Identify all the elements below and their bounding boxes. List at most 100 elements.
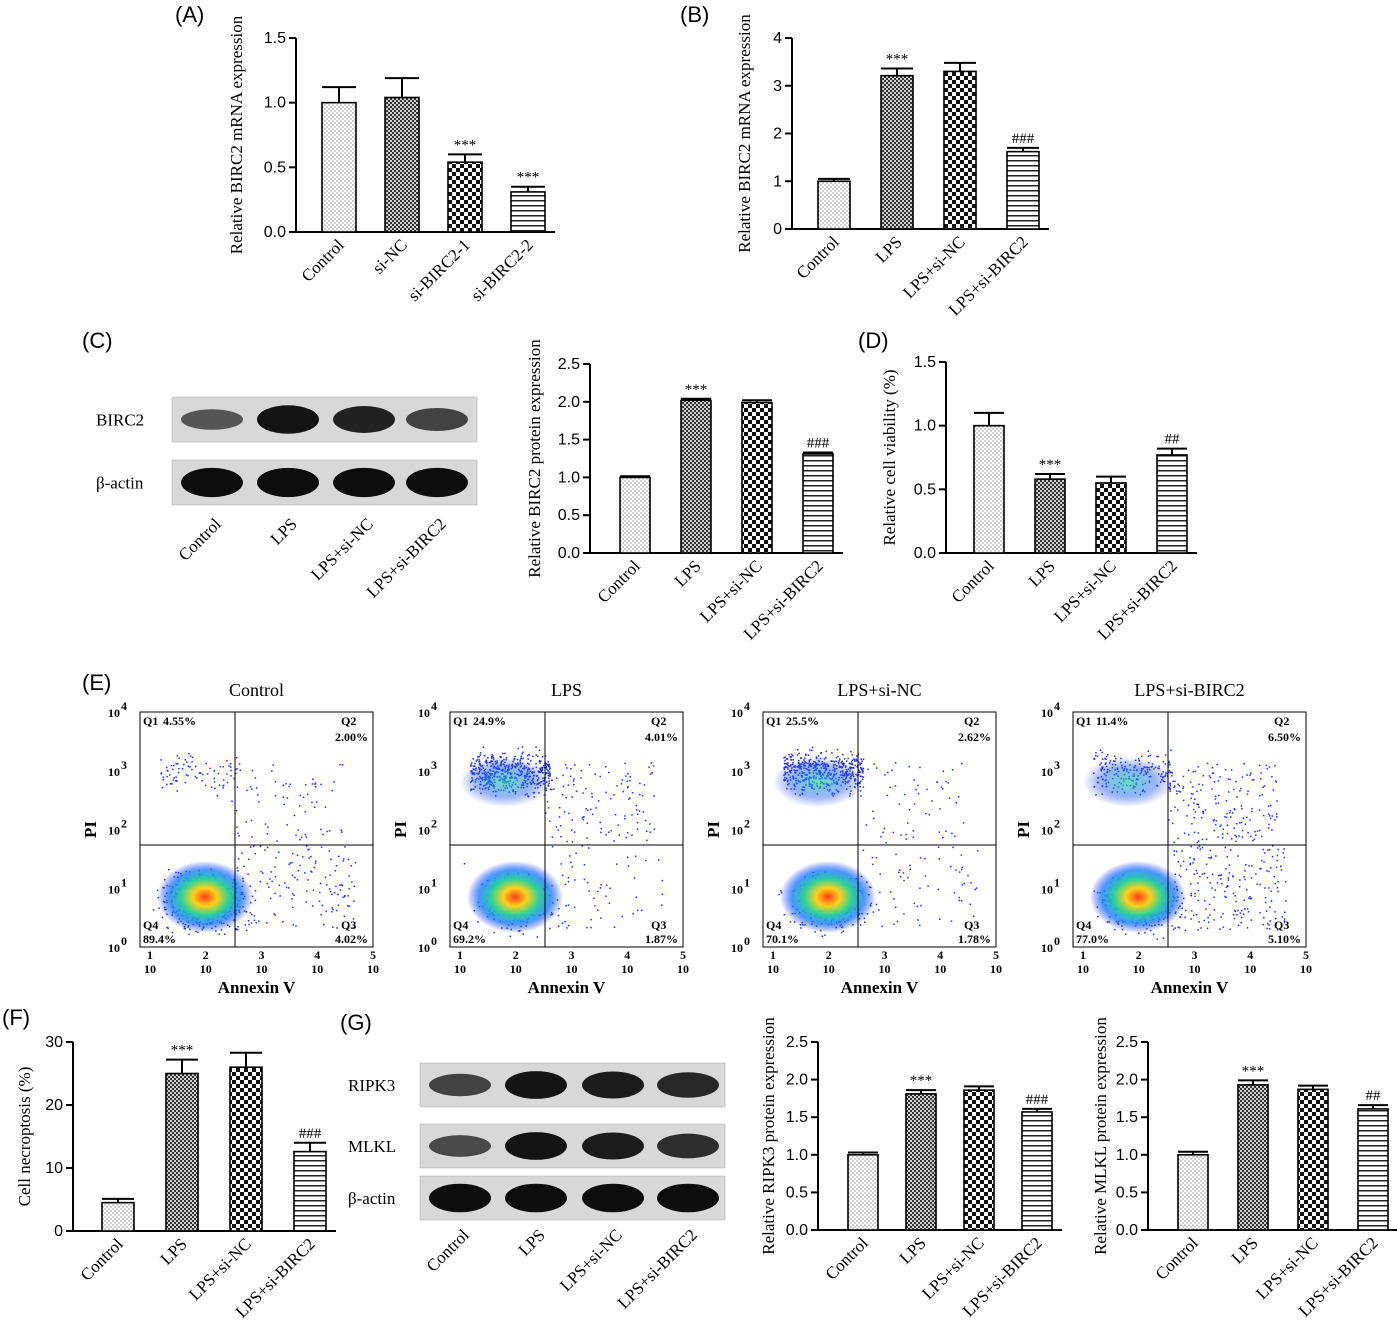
event-dot: [1230, 838, 1233, 840]
y-tick-label: 2.5: [558, 356, 580, 373]
flow-x-tick-exp: 4: [937, 948, 943, 962]
y-tick-label: 4: [773, 30, 782, 47]
event-dot: [627, 773, 629, 775]
event-dot: [1234, 910, 1237, 913]
event-dot: [860, 768, 863, 771]
event-dot: [326, 830, 328, 833]
y-tick-label: 1.0: [914, 418, 936, 435]
event-dot: [491, 754, 494, 757]
event-dot: [788, 753, 790, 756]
event-dot: [1177, 860, 1179, 863]
event-dot: [176, 763, 179, 765]
event-dot: [927, 885, 929, 887]
event-dot: [1249, 897, 1252, 900]
event-dot: [1226, 824, 1229, 827]
event-dot: [936, 781, 938, 783]
significance-mark: ###: [1026, 1092, 1049, 1108]
event-dot: [650, 762, 653, 764]
event-dot: [1263, 916, 1265, 919]
event-dot: [958, 899, 961, 902]
event-dot: [1205, 908, 1207, 910]
event-dot: [1168, 761, 1170, 764]
blot-band: [333, 406, 395, 433]
event-dot: [1194, 798, 1196, 800]
density-upper: [460, 757, 550, 807]
event-dot: [320, 828, 322, 831]
event-dot: [897, 871, 900, 874]
event-dot: [1253, 838, 1256, 841]
event-dot: [894, 785, 897, 787]
event-dot: [175, 763, 178, 765]
event-dot: [599, 887, 602, 889]
event-dot: [483, 754, 486, 757]
event-dot: [236, 786, 239, 789]
event-dot: [1222, 912, 1224, 915]
event-dot: [1101, 758, 1104, 760]
event-dot: [1204, 809, 1207, 811]
event-dot: [919, 857, 922, 859]
quadrant-q2-value: 2.00%: [335, 730, 368, 744]
event-dot: [955, 869, 957, 871]
event-dot: [286, 823, 288, 826]
significance-mark: ***: [171, 1043, 194, 1059]
event-dot: [1268, 848, 1271, 851]
event-dot: [1259, 868, 1261, 870]
event-dot: [1274, 882, 1277, 885]
event-dot: [319, 891, 321, 894]
event-dot: [341, 831, 343, 833]
event-dot: [613, 794, 615, 796]
event-dot: [320, 783, 322, 786]
event-dot: [514, 755, 516, 758]
event-dot: [970, 882, 972, 884]
event-dot: [624, 815, 626, 817]
event-dot: [1201, 873, 1204, 875]
event-dot: [917, 792, 920, 795]
flow-y-tick-base: 10: [418, 882, 430, 896]
event-dot: [622, 790, 625, 793]
significance-mark: ***: [685, 382, 708, 398]
event-dot: [913, 902, 916, 905]
event-dot: [555, 826, 558, 828]
event-dot: [547, 764, 549, 766]
event-dot: [547, 772, 550, 774]
event-dot: [627, 865, 630, 867]
event-dot: [588, 764, 591, 766]
event-dot: [543, 794, 546, 796]
event-dot: [646, 839, 648, 842]
event-dot: [472, 758, 474, 760]
event-dot: [567, 784, 570, 786]
bar-lps: [905, 1093, 937, 1231]
blot-band: [582, 1071, 644, 1099]
flow-x-tick-base: 10: [621, 962, 633, 976]
event-dot: [1217, 836, 1219, 838]
event-dot: [861, 760, 863, 762]
event-dot: [350, 864, 353, 867]
event-dot: [218, 784, 221, 786]
event-dot: [293, 894, 295, 897]
event-dot: [952, 846, 954, 849]
event-dot: [231, 800, 233, 802]
event-dot: [173, 764, 175, 767]
flow-x-tick-base: 10: [566, 962, 578, 976]
event-dot: [1269, 906, 1271, 908]
quadrant-q4-value: 70.1%: [766, 932, 799, 946]
flow-y-tick-exp: 4: [431, 699, 437, 713]
blot-band: [582, 1183, 644, 1213]
event-dot: [333, 781, 335, 783]
event-dot: [561, 922, 564, 924]
event-dot: [1242, 817, 1245, 820]
event-dot: [567, 904, 570, 906]
event-dot: [1229, 849, 1232, 851]
flow-x-tick-exp: 1: [770, 948, 776, 962]
event-dot: [254, 889, 257, 892]
flow-y-tick-exp: 3: [744, 758, 750, 772]
event-dot: [470, 763, 472, 766]
event-dot: [1211, 887, 1213, 889]
event-dot: [1190, 845, 1193, 848]
event-dot: [236, 826, 238, 828]
event-dot: [1250, 772, 1252, 774]
event-dot: [1193, 873, 1196, 876]
event-dot: [1147, 750, 1149, 752]
event-dot: [1243, 899, 1246, 902]
event-dot: [547, 807, 550, 809]
